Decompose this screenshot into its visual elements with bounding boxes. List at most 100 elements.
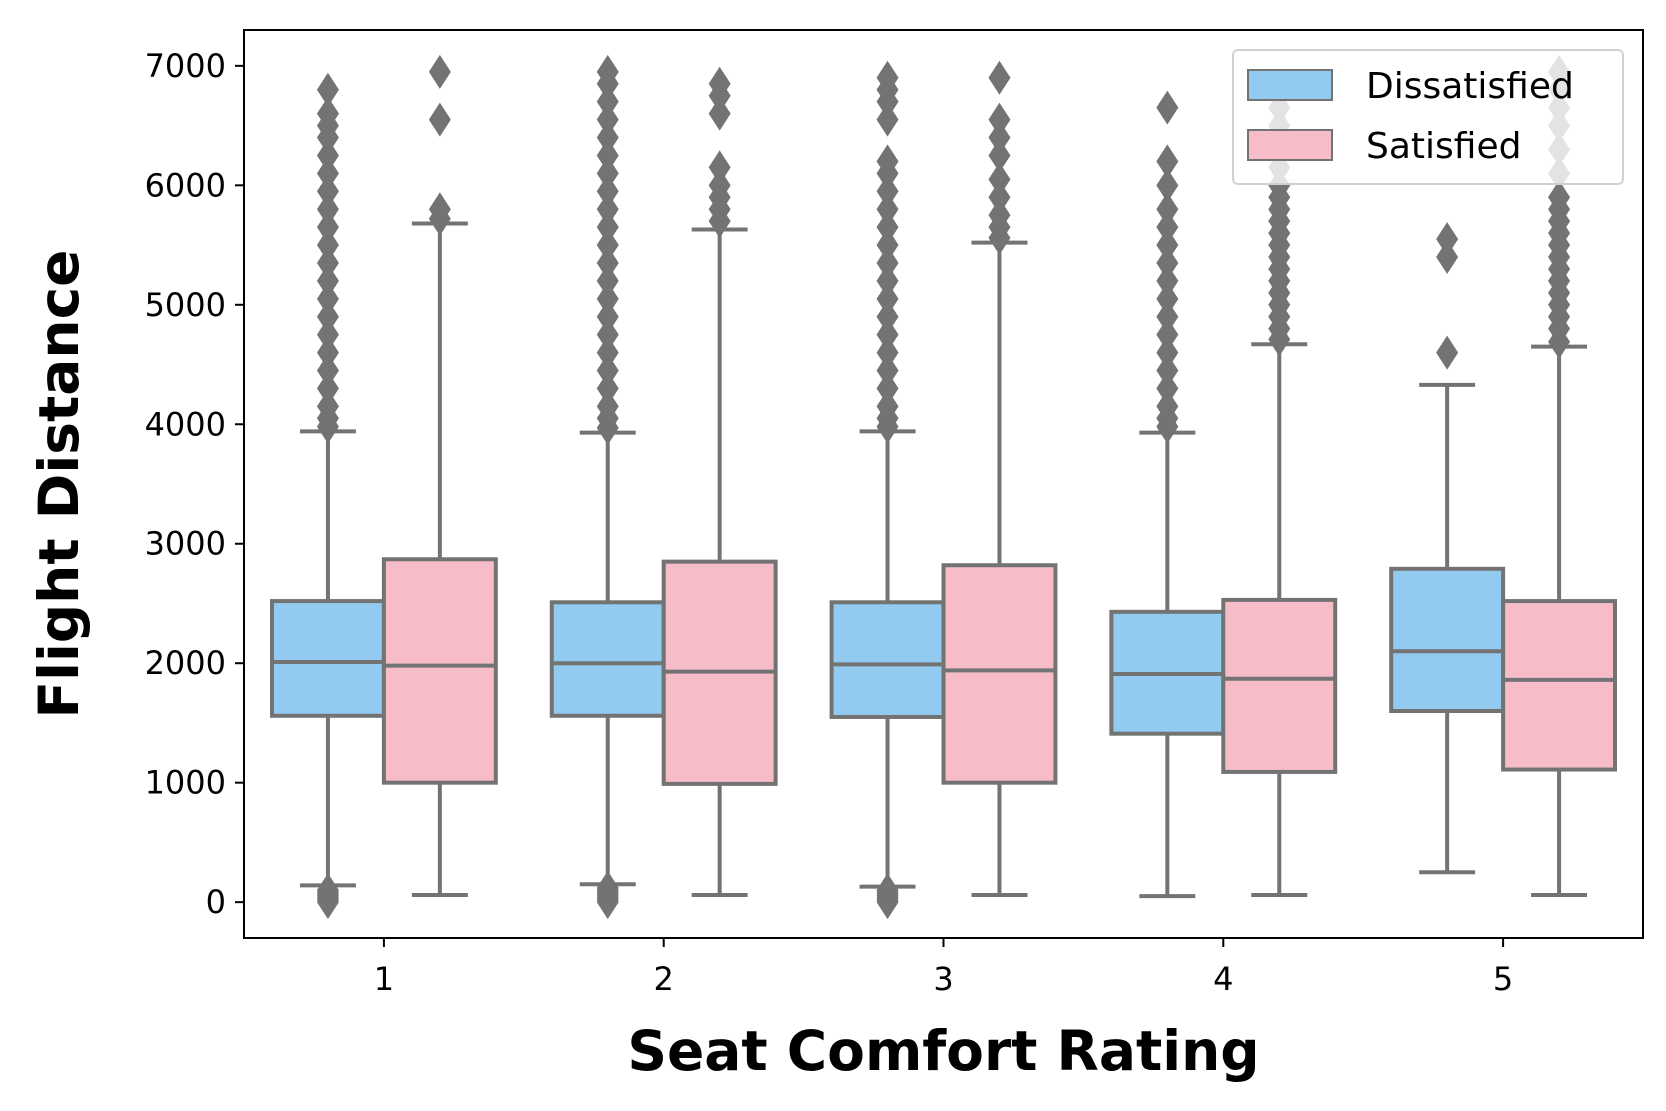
outlier-point: [316, 174, 339, 209]
outlier-point: [596, 192, 619, 227]
outlier-point: [596, 228, 619, 263]
outlier-point: [596, 102, 619, 137]
box-iqr: [941, 563, 1058, 785]
y-axis-title: Flight Distance: [27, 250, 91, 719]
outlier-point: [876, 353, 899, 388]
box-dissatisfied-4: [1109, 90, 1226, 899]
legend: Dissatisfied Satisfied: [1232, 49, 1624, 185]
box-dissatisfied-1: [269, 72, 386, 920]
outlier-point: [988, 60, 1011, 95]
box-satisfied-2: [661, 66, 778, 897]
outlier-point: [316, 335, 339, 370]
outlier-point: [316, 192, 339, 227]
outlier-point: [988, 120, 1011, 155]
outlier-point: [1156, 335, 1179, 370]
outlier-point: [316, 371, 339, 406]
legend-label-dissatisfied: Dissatisfied: [1366, 66, 1574, 107]
box-iqr: [549, 600, 666, 718]
outlier-point: [876, 873, 899, 908]
y-tick-label: 0: [206, 883, 226, 921]
x-axis-title: Seat Comfort Rating: [627, 1019, 1259, 1083]
y-tick-label: 4000: [145, 405, 226, 443]
outlier-point: [1156, 371, 1179, 406]
outlier-point: [876, 210, 899, 245]
outlier-point: [876, 192, 899, 227]
outlier-point: [596, 210, 619, 245]
outlier-point: [1156, 389, 1179, 424]
outlier-point: [316, 72, 339, 107]
outlier-point: [876, 245, 899, 280]
outlier-point: [876, 144, 899, 179]
box-dissatisfied-5: [1389, 222, 1506, 875]
outlier-point: [1156, 228, 1179, 263]
outlier-point: [596, 263, 619, 298]
outlier-point: [316, 210, 339, 245]
outlier-point: [596, 389, 619, 424]
outlier-point: [596, 317, 619, 352]
legend-swatch-satisfied: [1247, 129, 1333, 161]
outlier-point: [316, 138, 339, 173]
box-satisfied-4: [1221, 90, 1338, 897]
outlier-point: [876, 60, 899, 95]
legend-label-satisfied: Satisfied: [1366, 126, 1521, 167]
box-iqr: [1389, 566, 1506, 713]
outlier-point: [1156, 263, 1179, 298]
outlier-point: [1156, 245, 1179, 280]
outlier-point: [1156, 281, 1179, 316]
outlier-point: [988, 180, 1011, 215]
y-tick-label: 5000: [145, 286, 226, 324]
box-dissatisfied-2: [549, 54, 666, 920]
box-satisfied-1: [381, 54, 498, 897]
y-tick-label: 6000: [145, 166, 226, 204]
outlier-point: [876, 371, 899, 406]
outlier-point: [708, 96, 731, 131]
outlier-point: [876, 281, 899, 316]
outlier-point: [596, 54, 619, 89]
outlier-point: [428, 102, 451, 137]
outlier-point: [316, 317, 339, 352]
axis-ticks: 0 1000 2000 3000 4000 5000 6000 7000 1 2 3 4 5: [145, 47, 1514, 998]
outlier-point: [316, 245, 339, 280]
outlier-point: [316, 96, 339, 131]
legend-swatch-dissatisfied: [1247, 69, 1333, 101]
outlier-point: [596, 245, 619, 280]
outlier-point: [316, 299, 339, 334]
box-iqr: [269, 599, 386, 718]
outlier-point: [1156, 144, 1179, 179]
outlier-point: [1156, 299, 1179, 334]
outlier-point: [596, 84, 619, 119]
box-dissatisfied-3: [829, 60, 946, 920]
outlier-point: [596, 335, 619, 370]
outlier-point: [1156, 192, 1179, 227]
box-iqr: [829, 600, 946, 719]
outlier-point: [1156, 353, 1179, 388]
outlier-point: [708, 150, 731, 185]
outlier-point: [988, 102, 1011, 137]
outlier-point: [876, 389, 899, 424]
outlier-point: [596, 174, 619, 209]
outlier-point: [596, 353, 619, 388]
outlier-point: [596, 870, 619, 905]
outlier-point: [876, 299, 899, 334]
outlier-point: [596, 120, 619, 155]
outlier-point: [876, 174, 899, 209]
y-tick-label: 3000: [145, 525, 226, 563]
outlier-point: [428, 192, 451, 227]
x-tick-label: 5: [1493, 960, 1513, 998]
outlier-point: [428, 54, 451, 89]
outlier-point: [708, 66, 731, 101]
outlier-point: [876, 228, 899, 263]
x-tick-label: 2: [654, 960, 674, 998]
x-tick-label: 3: [933, 960, 953, 998]
x-tick-label: 4: [1213, 960, 1233, 998]
outlier-point: [596, 281, 619, 316]
outlier-point: [316, 263, 339, 298]
outlier-point: [316, 353, 339, 388]
outlier-point: [1156, 210, 1179, 245]
outlier-point: [596, 138, 619, 173]
box-iqr: [1221, 597, 1338, 774]
outlier-point: [988, 198, 1011, 233]
outlier-point: [596, 299, 619, 334]
outlier-point: [1156, 168, 1179, 203]
